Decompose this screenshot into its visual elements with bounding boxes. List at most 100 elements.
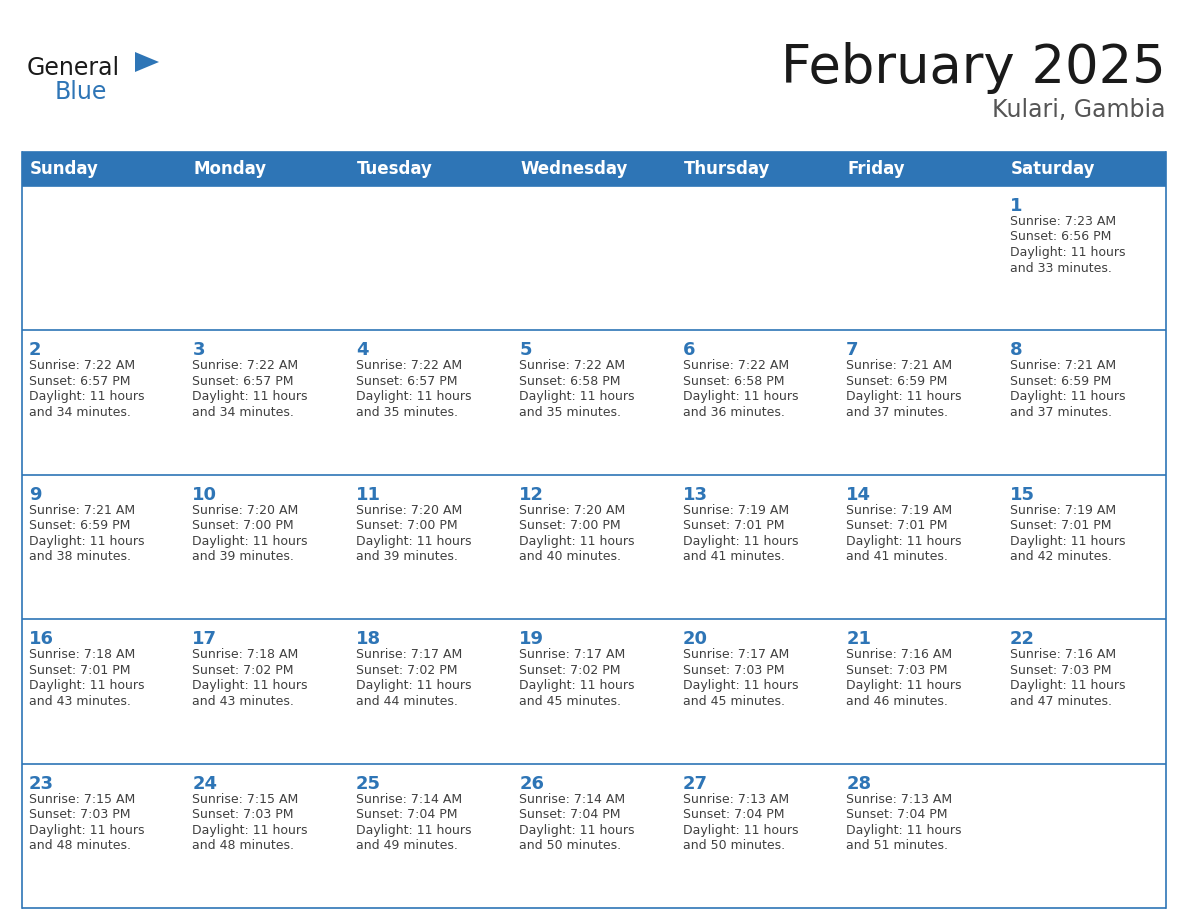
Text: 2: 2	[29, 341, 42, 360]
Text: 10: 10	[192, 486, 217, 504]
Text: Sunrise: 7:13 AM: Sunrise: 7:13 AM	[683, 792, 789, 806]
Text: Sunset: 7:02 PM: Sunset: 7:02 PM	[519, 664, 621, 677]
Text: Daylight: 11 hours: Daylight: 11 hours	[683, 823, 798, 836]
Text: Sunset: 6:59 PM: Sunset: 6:59 PM	[29, 520, 131, 532]
Text: General: General	[27, 56, 120, 80]
Text: 8: 8	[1010, 341, 1022, 360]
Text: Sunrise: 7:19 AM: Sunrise: 7:19 AM	[683, 504, 789, 517]
Text: and 50 minutes.: and 50 minutes.	[683, 839, 785, 852]
Text: Sunset: 6:57 PM: Sunset: 6:57 PM	[356, 375, 457, 388]
Text: Daylight: 11 hours: Daylight: 11 hours	[846, 679, 961, 692]
Text: and 39 minutes.: and 39 minutes.	[192, 550, 295, 564]
Text: Sunset: 7:01 PM: Sunset: 7:01 PM	[29, 664, 131, 677]
Text: and 46 minutes.: and 46 minutes.	[846, 695, 948, 708]
Bar	[839, 186, 1003, 330]
Text: Sunrise: 7:19 AM: Sunrise: 7:19 AM	[1010, 504, 1116, 517]
Text: Daylight: 11 hours: Daylight: 11 hours	[356, 679, 472, 692]
Text: Sunrise: 7:15 AM: Sunrise: 7:15 AM	[192, 792, 298, 806]
Text: Sunrise: 7:22 AM: Sunrise: 7:22 AM	[356, 360, 462, 373]
Text: Daylight: 11 hours: Daylight: 11 hours	[29, 679, 145, 692]
Text: Sunset: 7:04 PM: Sunset: 7:04 PM	[846, 808, 948, 821]
Text: Sunrise: 7:21 AM: Sunrise: 7:21 AM	[846, 360, 953, 373]
Text: Sunrise: 7:22 AM: Sunrise: 7:22 AM	[519, 360, 625, 373]
Text: Sunrise: 7:19 AM: Sunrise: 7:19 AM	[846, 504, 953, 517]
Text: Daylight: 11 hours: Daylight: 11 hours	[192, 679, 308, 692]
Text: Daylight: 11 hours: Daylight: 11 hours	[683, 535, 798, 548]
Text: and 37 minutes.: and 37 minutes.	[846, 406, 948, 419]
Text: and 35 minutes.: and 35 minutes.	[519, 406, 621, 419]
Text: February 2025: February 2025	[782, 42, 1165, 94]
Bar	[512, 620, 676, 764]
Text: 3: 3	[192, 341, 204, 360]
Text: 26: 26	[519, 775, 544, 792]
Text: Tuesday: Tuesday	[356, 160, 432, 178]
Text: Sunset: 6:59 PM: Sunset: 6:59 PM	[846, 375, 948, 388]
Text: and 33 minutes.: and 33 minutes.	[1010, 262, 1112, 274]
Text: Sunday: Sunday	[30, 160, 99, 178]
Bar	[1003, 764, 1165, 908]
Text: 13: 13	[683, 486, 708, 504]
Bar	[512, 764, 676, 908]
Text: 20: 20	[683, 630, 708, 648]
Text: Sunrise: 7:17 AM: Sunrise: 7:17 AM	[683, 648, 789, 661]
Text: and 37 minutes.: and 37 minutes.	[1010, 406, 1112, 419]
Text: Sunset: 7:01 PM: Sunset: 7:01 PM	[683, 520, 784, 532]
Bar	[349, 330, 512, 475]
Text: 1: 1	[1010, 197, 1022, 215]
Bar	[23, 330, 185, 475]
Bar	[349, 475, 512, 620]
Text: Sunrise: 7:22 AM: Sunrise: 7:22 AM	[683, 360, 789, 373]
Text: Daylight: 11 hours: Daylight: 11 hours	[29, 823, 145, 836]
Text: Sunrise: 7:20 AM: Sunrise: 7:20 AM	[192, 504, 298, 517]
Text: and 41 minutes.: and 41 minutes.	[846, 550, 948, 564]
Bar	[839, 620, 1003, 764]
Text: Sunset: 7:03 PM: Sunset: 7:03 PM	[683, 664, 784, 677]
Text: 28: 28	[846, 775, 871, 792]
Text: Sunset: 7:00 PM: Sunset: 7:00 PM	[356, 520, 457, 532]
Text: Sunrise: 7:20 AM: Sunrise: 7:20 AM	[519, 504, 626, 517]
Text: Daylight: 11 hours: Daylight: 11 hours	[846, 535, 961, 548]
Text: Daylight: 11 hours: Daylight: 11 hours	[1010, 390, 1125, 403]
Text: and 43 minutes.: and 43 minutes.	[192, 695, 295, 708]
Bar	[676, 764, 839, 908]
Text: Sunrise: 7:22 AM: Sunrise: 7:22 AM	[192, 360, 298, 373]
Text: and 43 minutes.: and 43 minutes.	[29, 695, 131, 708]
Text: and 34 minutes.: and 34 minutes.	[192, 406, 295, 419]
Text: Sunrise: 7:21 AM: Sunrise: 7:21 AM	[1010, 360, 1116, 373]
Text: Sunrise: 7:15 AM: Sunrise: 7:15 AM	[29, 792, 135, 806]
Bar	[676, 186, 839, 330]
Text: Sunset: 6:57 PM: Sunset: 6:57 PM	[192, 375, 293, 388]
Text: Daylight: 11 hours: Daylight: 11 hours	[683, 679, 798, 692]
Bar	[676, 330, 839, 475]
Text: Daylight: 11 hours: Daylight: 11 hours	[1010, 679, 1125, 692]
Bar	[839, 764, 1003, 908]
Text: Sunset: 6:58 PM: Sunset: 6:58 PM	[519, 375, 621, 388]
Text: Sunrise: 7:23 AM: Sunrise: 7:23 AM	[1010, 215, 1116, 228]
Bar	[676, 620, 839, 764]
Text: 12: 12	[519, 486, 544, 504]
Text: Monday: Monday	[194, 160, 266, 178]
Text: Sunset: 7:03 PM: Sunset: 7:03 PM	[846, 664, 948, 677]
Text: Sunset: 7:03 PM: Sunset: 7:03 PM	[1010, 664, 1111, 677]
Text: Daylight: 11 hours: Daylight: 11 hours	[1010, 246, 1125, 259]
Text: 4: 4	[356, 341, 368, 360]
Text: Sunrise: 7:16 AM: Sunrise: 7:16 AM	[1010, 648, 1116, 661]
Text: Daylight: 11 hours: Daylight: 11 hours	[356, 823, 472, 836]
Text: 18: 18	[356, 630, 381, 648]
Text: and 47 minutes.: and 47 minutes.	[1010, 695, 1112, 708]
Text: Sunset: 6:56 PM: Sunset: 6:56 PM	[1010, 230, 1111, 243]
Text: Sunset: 7:02 PM: Sunset: 7:02 PM	[356, 664, 457, 677]
Text: Blue: Blue	[55, 80, 107, 104]
Bar	[185, 475, 349, 620]
Text: Daylight: 11 hours: Daylight: 11 hours	[29, 535, 145, 548]
Bar	[1003, 186, 1165, 330]
Bar	[23, 620, 185, 764]
Text: 5: 5	[519, 341, 532, 360]
Bar	[23, 152, 1165, 186]
Bar	[512, 475, 676, 620]
Text: Daylight: 11 hours: Daylight: 11 hours	[683, 390, 798, 403]
Text: Sunset: 6:59 PM: Sunset: 6:59 PM	[1010, 375, 1111, 388]
Text: and 48 minutes.: and 48 minutes.	[192, 839, 295, 852]
Text: 24: 24	[192, 775, 217, 792]
Text: Sunset: 7:04 PM: Sunset: 7:04 PM	[683, 808, 784, 821]
